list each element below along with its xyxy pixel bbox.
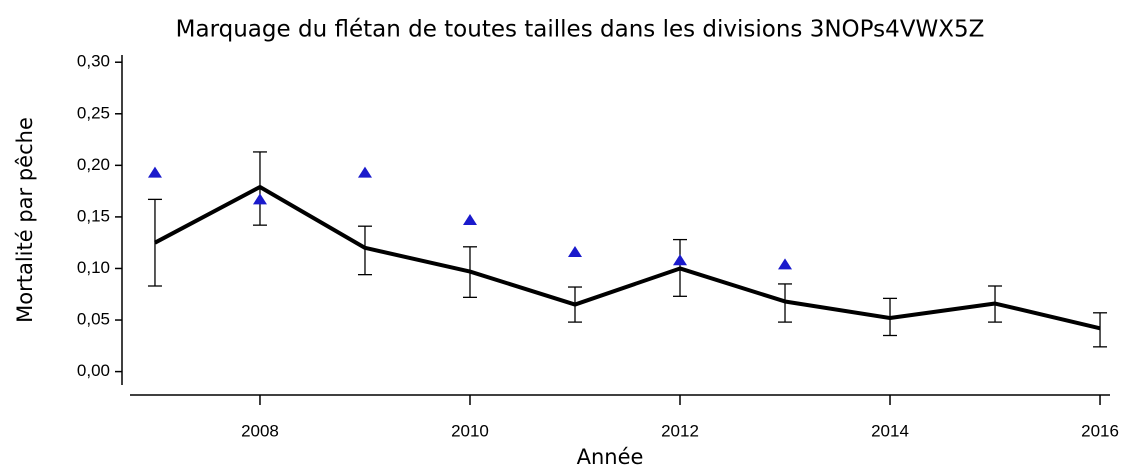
y-tick-label: 0,25: [77, 103, 110, 122]
y-tick-label: 0,30: [77, 52, 110, 71]
x-tick-label: 2014: [871, 421, 909, 440]
x-tick-label: 2010: [451, 421, 489, 440]
y-tick-label: 0,20: [77, 155, 110, 174]
x-axis-label: Année: [577, 445, 644, 469]
line: [154, 185, 1101, 331]
chart-title: Marquage du flétan de toutes tailles dan…: [176, 17, 985, 43]
error-bar: [357, 225, 372, 276]
triangle-marker: [778, 258, 793, 270]
triangle-marker: [147, 166, 162, 178]
y-tick-label: 0,15: [77, 206, 110, 225]
triangle-marker: [673, 254, 688, 266]
y-tick-label: 0,10: [77, 258, 110, 277]
triangle-marker: [357, 166, 372, 178]
error-bar: [1093, 312, 1108, 348]
y-axis-label: Mortalité par pêche: [13, 117, 37, 323]
x-tick-label: 2008: [241, 421, 279, 440]
triangle-marker: [252, 193, 267, 205]
y-tick-label: 0,00: [77, 361, 110, 380]
y-tick-label: 0,05: [77, 310, 110, 329]
x-tick-label: 2016: [1081, 421, 1119, 440]
x-tick-label: 2012: [661, 421, 699, 440]
triangle-marker: [567, 245, 582, 257]
triangle-marker: [462, 214, 477, 225]
